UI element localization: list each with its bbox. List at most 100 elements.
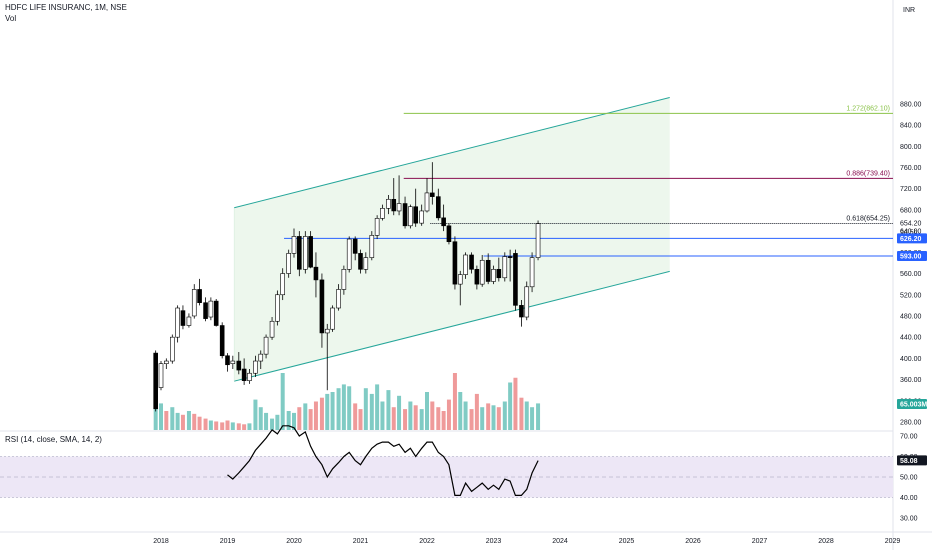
candle-body [430,192,435,197]
channel-lower-line [234,270,670,382]
time-tick-label: 2027 [752,538,768,545]
volume-bar [358,409,363,430]
volume-bar [164,411,169,430]
time-tick-label: 2025 [619,538,635,545]
price-tick-label: 760.00 [900,165,922,172]
candle-body [324,328,330,334]
time-tick-label: 2018 [153,538,169,545]
candle-body [408,206,413,227]
volume-bar [270,418,275,430]
candle-body [336,289,341,309]
volume-bar [536,403,541,430]
candle-body [286,253,291,274]
price-tick-label: 520.00 [900,292,922,299]
channel-fill [234,97,670,382]
volume-bar [419,409,424,430]
time-tick-label: 2022 [419,538,435,545]
volume-bar [502,401,507,430]
candle-body [363,257,369,270]
volume-bar [186,411,191,430]
volume-bar [297,407,302,430]
volume-bar [430,401,435,430]
time-tick-label: 2020 [286,538,302,545]
volume-bar [391,407,396,430]
price-tick-label: 480.00 [900,313,922,320]
volume-bar [458,392,463,430]
price-tick-label: 560.00 [900,271,922,278]
volume-bar [203,418,208,430]
volume-bar [264,412,269,430]
candle-body [396,203,402,212]
candle-body [275,294,280,322]
volume-bar [242,424,247,430]
candle-body [474,268,480,285]
volume-bar [513,377,518,430]
candle-body [346,238,352,270]
volume-bar [474,393,479,430]
volume-bar [303,403,308,430]
channel-upper-line [234,96,670,209]
rsi-tick-label: 30.00 [900,516,918,523]
volume-bar [403,409,408,430]
volume-bar [170,407,175,430]
volume-bar [463,401,468,430]
rsi-tick-label: 40.00 [900,495,918,502]
candle-body [457,274,463,285]
candle-body [269,320,275,338]
candle-body [175,307,180,338]
volume-bar [214,421,219,430]
fib-label: 0.886(739.40) [846,170,890,177]
candle-body [502,256,508,279]
candle-body [441,217,446,227]
volume-bar [530,407,535,430]
volume-bar [230,422,235,430]
rsi-tick-label: 70.00 [900,434,918,441]
candle-body [191,289,197,317]
volume-bar [197,416,202,430]
volume-bar [236,423,241,430]
candle-body [452,241,458,285]
time-tick-label: 2021 [353,538,369,545]
rsi-badge-bg [897,455,927,466]
candle-body [485,259,491,282]
volume-bar [524,401,529,430]
volume-bar [413,405,418,430]
hline-badge: 593.00 [900,254,922,261]
volume-bar [408,401,413,430]
parallel-channel [233,96,670,382]
currency-label: INR [903,7,915,14]
volume-bar [341,384,346,430]
rsi-tick-label: 50.00 [900,475,918,482]
candle-body [303,236,308,270]
volume-bar [347,386,352,430]
candle-body [479,259,485,285]
volume-bar [386,390,391,430]
volume-bar [397,395,402,430]
volume-bar [253,399,258,430]
price-tick-label: 640.00 [900,229,922,236]
candle-body [263,336,269,355]
candle-body [225,355,230,366]
candle-body [197,289,202,304]
volume-bar [247,423,252,430]
candle-body [496,268,502,279]
volume-bar [292,412,296,430]
time-tick-label: 2019 [220,538,236,545]
volume-badge-bg [897,399,927,409]
candle-body [258,353,264,362]
time-tick-label: 2023 [486,538,502,545]
volume-bar [175,412,180,430]
volume-bar [325,393,330,430]
rsi-line [227,425,539,496]
candle-body [358,253,363,270]
volume-bar [192,413,197,430]
volume-bar [319,397,324,430]
volume-bar [220,422,225,430]
volume-bar [425,392,429,430]
candle-body [280,273,285,296]
candle-body [219,325,225,357]
symbol-title: HDFC LIFE INSURANC, 1M, NSE [5,3,127,12]
volume-bar [208,420,213,430]
volume-bar [486,403,491,430]
